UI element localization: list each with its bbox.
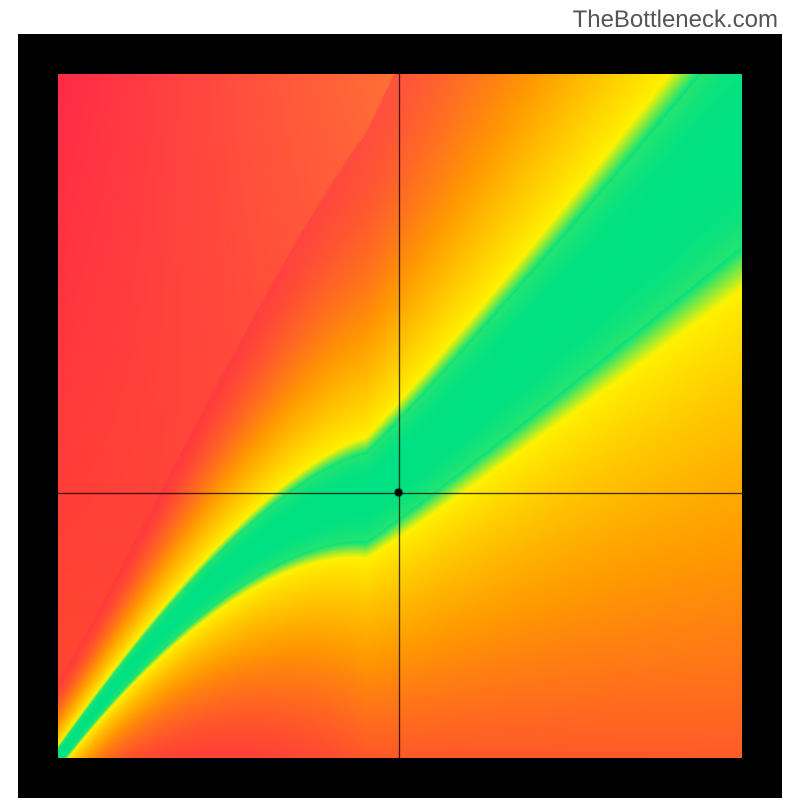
heatmap-plot <box>58 74 742 758</box>
crosshair-overlay <box>58 74 742 758</box>
watermark-text: TheBottleneck.com <box>573 6 778 34</box>
